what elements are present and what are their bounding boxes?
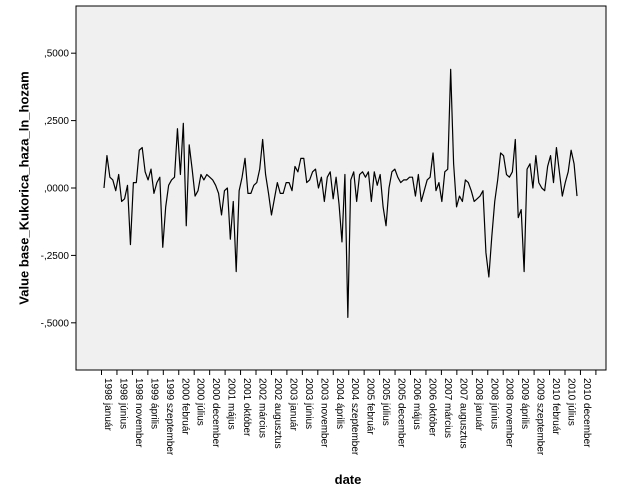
- x-tick-label: 2006 május: [411, 378, 422, 430]
- x-tick-label: 2007 március: [442, 378, 453, 438]
- x-tick-label: 2001 október: [241, 378, 252, 437]
- x-tick-label: 2005 december: [396, 378, 407, 448]
- y-tick-label: ,2500: [44, 116, 69, 127]
- x-tick-label: 2005 február: [365, 378, 376, 435]
- x-tick-label: 2009 április: [519, 378, 530, 429]
- y-axis: ,5000 ,2500 ,0000 -,2500 -,5000: [41, 49, 76, 329]
- x-axis-title: date: [335, 472, 362, 487]
- x-tick-label: 2002 március: [257, 378, 268, 438]
- x-tick-label: 2010 december: [581, 378, 592, 448]
- y-tick-label: -,2500: [41, 251, 70, 262]
- x-tick-label: 2006 október: [426, 378, 437, 437]
- x-tick-label: 2000 február: [179, 378, 190, 435]
- x-tick-label: 1999 szeptember: [164, 378, 175, 456]
- x-tick-label: 2003 június: [303, 378, 314, 429]
- x-tick-label: 2000 december: [210, 378, 221, 448]
- x-tick-label: 2000 július: [195, 378, 206, 426]
- y-tick-label: ,0000: [44, 184, 69, 195]
- y-tick-label: -,5000: [41, 318, 70, 329]
- x-tick-label: 1998 január: [102, 378, 113, 431]
- x-tick-label: 2003 november: [318, 378, 329, 448]
- x-tick-label: 2002 augusztus: [272, 378, 283, 449]
- x-tick-label: 2001 május: [226, 378, 237, 430]
- x-tick-label: 2008 június: [488, 378, 499, 429]
- plot-frame: [75, 5, 607, 371]
- series-line: [103, 68, 578, 319]
- x-tick-label: 2003 január: [287, 378, 298, 431]
- x-tick-label: 2007 augusztus: [457, 378, 468, 449]
- y-tick-label: ,5000: [44, 49, 69, 60]
- x-tick-label: 2004 április: [334, 378, 345, 429]
- x-tick-label: 1998 június: [117, 378, 128, 429]
- x-axis: 1998 január 1998 június 1998 november 1999 …: [101, 370, 597, 456]
- x-tick-label: 2005 július: [380, 378, 391, 426]
- y-axis-title: Value base_Kukorica_haza_ln_hozam: [16, 71, 31, 304]
- x-tick-label: 2010 február: [550, 378, 561, 435]
- x-tick-label: 1998 november: [133, 378, 144, 448]
- x-tick-label: 2008 november: [504, 378, 515, 448]
- x-tick-label: 2008 január: [473, 378, 484, 431]
- x-tick-label: 2010 július: [566, 378, 577, 426]
- x-tick-label: 1999 április: [148, 378, 159, 429]
- x-tick-label: 2009 szeptember: [535, 378, 546, 456]
- x-tick-label: 2004 szeptember: [349, 378, 360, 456]
